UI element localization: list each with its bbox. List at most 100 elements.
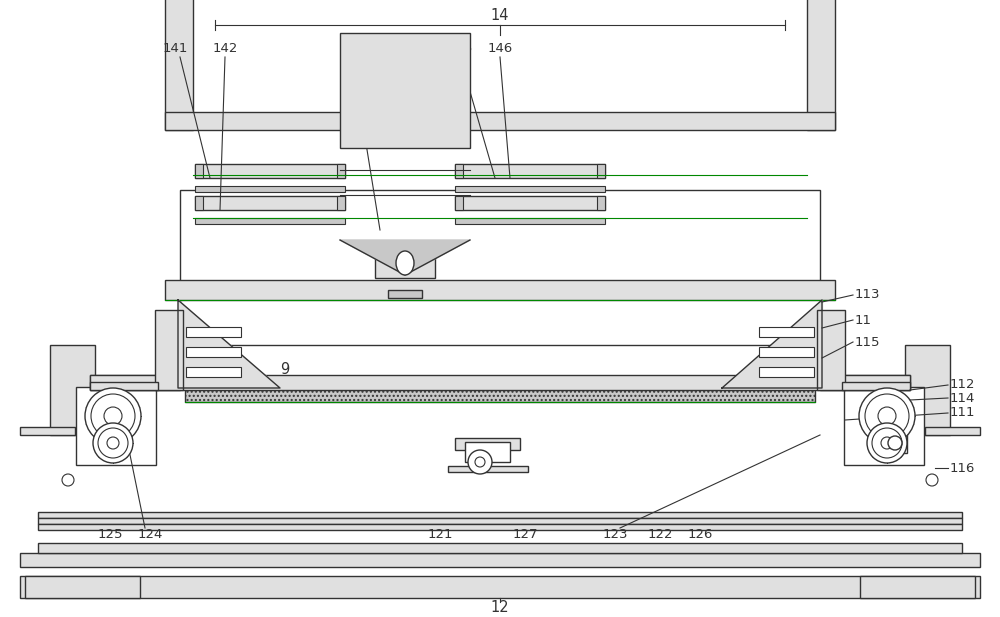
Circle shape — [62, 474, 74, 486]
Bar — [165, 112, 835, 130]
Bar — [388, 290, 422, 298]
Bar — [195, 186, 345, 192]
Bar — [38, 512, 962, 518]
Bar — [165, 0, 193, 130]
Bar — [759, 367, 814, 377]
Bar — [455, 196, 463, 210]
Bar — [195, 196, 345, 210]
Text: 143: 143 — [342, 41, 368, 54]
Bar — [25, 576, 140, 598]
Circle shape — [85, 388, 141, 444]
Polygon shape — [340, 240, 470, 275]
Bar — [597, 196, 605, 210]
Bar — [455, 218, 605, 224]
Text: 112: 112 — [950, 378, 976, 392]
Bar — [38, 524, 962, 530]
Text: 146: 146 — [487, 41, 513, 54]
Bar — [844, 387, 924, 465]
Circle shape — [881, 437, 893, 449]
Ellipse shape — [396, 251, 414, 275]
Circle shape — [865, 394, 909, 438]
Text: 122: 122 — [647, 529, 673, 542]
Text: 141: 141 — [162, 41, 188, 54]
Bar — [180, 190, 820, 345]
Bar — [925, 427, 980, 435]
Text: 113: 113 — [855, 289, 881, 302]
Text: 144: 144 — [402, 41, 428, 54]
Text: 121: 121 — [427, 529, 453, 542]
Text: 124: 124 — [137, 529, 163, 542]
Bar — [882, 433, 907, 453]
Bar — [842, 382, 910, 390]
Text: 12: 12 — [491, 600, 509, 615]
Bar — [759, 347, 814, 357]
Bar — [455, 186, 605, 192]
Bar — [90, 375, 180, 390]
Circle shape — [859, 388, 915, 444]
Circle shape — [107, 437, 119, 449]
Bar — [195, 164, 203, 178]
Circle shape — [104, 407, 122, 425]
Circle shape — [475, 457, 485, 467]
Circle shape — [872, 428, 902, 458]
Circle shape — [98, 428, 128, 458]
Text: 145: 145 — [447, 41, 473, 54]
Bar — [155, 310, 183, 390]
Text: 126: 126 — [687, 529, 713, 542]
Bar — [90, 382, 158, 390]
Text: 9: 9 — [280, 363, 290, 378]
Bar — [186, 347, 241, 357]
Bar — [337, 164, 345, 178]
Bar — [20, 427, 75, 435]
Bar — [90, 375, 910, 390]
Circle shape — [867, 423, 907, 463]
Bar — [455, 438, 520, 450]
Polygon shape — [178, 300, 280, 388]
Bar — [186, 367, 241, 377]
Bar — [185, 387, 815, 402]
Bar — [455, 164, 605, 178]
Bar — [20, 576, 980, 598]
Bar — [455, 164, 463, 178]
Bar — [337, 196, 345, 210]
Bar — [759, 327, 814, 337]
Bar — [38, 543, 962, 553]
Bar — [860, 576, 975, 598]
Bar — [375, 243, 435, 278]
Bar — [50, 345, 95, 435]
Bar — [195, 164, 345, 178]
Bar — [817, 310, 845, 390]
Bar — [340, 33, 470, 148]
Bar — [76, 387, 156, 465]
Circle shape — [888, 436, 902, 450]
Text: 11: 11 — [855, 313, 872, 326]
Text: 114: 114 — [950, 392, 975, 405]
Bar — [597, 164, 605, 178]
Text: 116: 116 — [950, 462, 975, 474]
Bar — [20, 553, 980, 567]
Text: 127: 127 — [512, 529, 538, 542]
Bar — [465, 442, 510, 462]
Bar — [905, 345, 950, 435]
Polygon shape — [722, 300, 822, 388]
Circle shape — [878, 407, 896, 425]
Circle shape — [926, 474, 938, 486]
Text: 125: 125 — [97, 529, 123, 542]
Circle shape — [93, 423, 133, 463]
Bar — [807, 0, 835, 130]
Text: 142: 142 — [212, 41, 238, 54]
Bar — [186, 327, 241, 337]
Bar — [38, 518, 962, 524]
Circle shape — [91, 394, 135, 438]
Circle shape — [468, 450, 492, 474]
Bar — [455, 196, 605, 210]
Bar — [820, 375, 910, 390]
Bar — [448, 466, 528, 472]
Text: 14: 14 — [491, 7, 509, 22]
Bar — [195, 196, 203, 210]
Text: 111: 111 — [950, 407, 976, 420]
Text: 115: 115 — [855, 336, 881, 349]
Text: 123: 123 — [602, 529, 628, 542]
Bar — [195, 218, 345, 224]
Bar — [165, 280, 835, 300]
